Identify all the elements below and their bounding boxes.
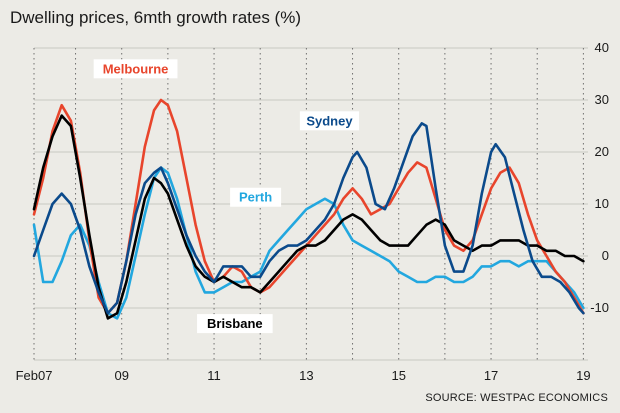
y-tick-label--10: -10 — [590, 300, 609, 315]
series-label-perth: Perth — [230, 187, 282, 207]
series-label-text: Sydney — [306, 113, 353, 128]
series-label-box — [93, 59, 178, 79]
y-tick-label-20: 20 — [595, 144, 609, 159]
y-tick-label-30: 30 — [595, 92, 609, 107]
series-line-perth — [32, 166, 585, 320]
series-label-sydney: Sydney — [299, 111, 360, 131]
series-label-box — [197, 314, 273, 334]
x-tick-label-11: 11 — [207, 368, 221, 383]
grid — [33, 47, 588, 361]
x-tick-label-19: 19 — [576, 368, 590, 383]
series-label-melbourne: Melbourne — [93, 59, 178, 79]
chart-title: Dwelling prices, 6mth growth rates (%) — [10, 8, 301, 27]
series-line-sydney — [32, 122, 585, 315]
y-tick-label-10: 10 — [595, 196, 609, 211]
x-tick-label-13: 13 — [299, 368, 313, 383]
y-tick-label-40: 40 — [595, 40, 609, 55]
series-label-text: Brisbane — [207, 316, 263, 331]
x-axis: Feb07 09 11 13 15 17 19 — [16, 368, 591, 383]
series-label-box — [299, 111, 360, 131]
y-axis: 40 30 20 10 0 -10 — [590, 40, 609, 315]
series-label-text: Perth — [239, 190, 272, 205]
series-line-brisbane — [32, 114, 585, 320]
x-tick-label-feb07: Feb07 — [16, 368, 53, 383]
series-label-brisbane: Brisbane — [197, 314, 273, 334]
y-tick-label-0: 0 — [602, 248, 609, 263]
series-labels: Melbourne Sydney Perth Brisbane — [93, 59, 360, 334]
source-note: SOURCE: WESTPAC ECONOMICS — [425, 392, 608, 404]
x-tick-label-15: 15 — [391, 368, 405, 383]
series-lines — [32, 98, 585, 320]
x-tick-label-17: 17 — [484, 368, 498, 383]
series-label-box — [230, 187, 282, 207]
x-tick-label-09: 09 — [114, 368, 128, 383]
series-label-text: Melbourne — [103, 61, 169, 76]
